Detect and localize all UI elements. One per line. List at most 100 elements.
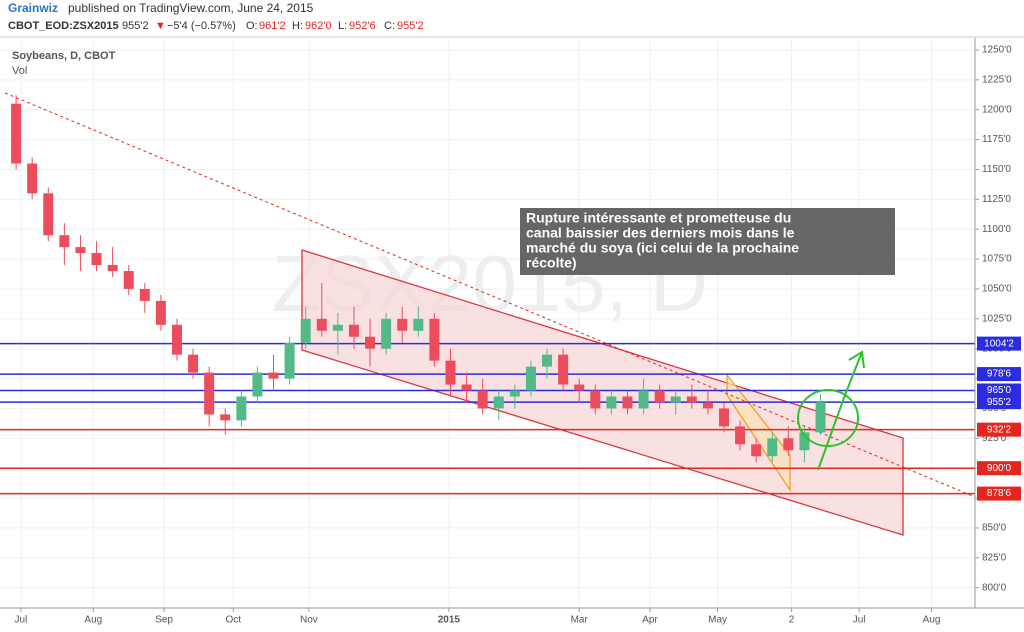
level-label: 878'6 xyxy=(987,488,1012,499)
level-tag xyxy=(977,367,1021,382)
annotation-line: canal baissier des derniers mois dans le xyxy=(526,225,795,241)
candle-body xyxy=(670,396,681,403)
open-label: O: xyxy=(246,20,258,32)
candle-body xyxy=(123,271,134,289)
open: 961'2 xyxy=(259,20,286,32)
candle-body xyxy=(59,235,70,248)
candle-body xyxy=(188,354,199,373)
y-tick-label: 850'0 xyxy=(982,523,1007,534)
symbol: CBOT_EOD:ZSX2015 xyxy=(8,20,119,32)
y-tick-label: 825'0 xyxy=(982,552,1007,563)
candle-body xyxy=(381,318,392,349)
level-label: 978'6 xyxy=(987,369,1012,380)
y-tick-label: 925'0 xyxy=(982,433,1007,444)
annotation-line: marché du soya (ici celui de la prochain… xyxy=(526,240,799,256)
candle-body xyxy=(268,372,279,379)
x-tick-label: 2 xyxy=(789,615,795,626)
price-axis xyxy=(975,38,1024,608)
x-tick-label: Jul xyxy=(853,615,866,626)
candle-body xyxy=(477,390,488,409)
level-label: 900'0 xyxy=(987,463,1012,474)
level-tag xyxy=(977,383,1021,398)
author[interactable]: Grainwiz xyxy=(8,1,58,15)
candle-body xyxy=(461,384,472,391)
published: published on TradingView.com, June 24, 2… xyxy=(68,1,314,15)
candle-body xyxy=(686,396,697,403)
y-tick-label: 1050'0 xyxy=(982,284,1012,295)
candle-body xyxy=(107,265,118,272)
level-tag xyxy=(977,486,1021,501)
low-label: L: xyxy=(338,20,347,32)
candle-body xyxy=(702,402,713,409)
y-tick-label: 1175'0 xyxy=(982,134,1011,145)
arrow: ▼ xyxy=(155,20,166,32)
trend-line xyxy=(4,92,976,498)
candle-body xyxy=(606,396,617,409)
candle-body xyxy=(236,396,247,421)
candle-body xyxy=(719,408,730,427)
candle-body xyxy=(783,438,794,451)
x-tick-label: Aug xyxy=(923,615,941,626)
high: 962'0 xyxy=(305,20,332,32)
high-label: H: xyxy=(292,20,303,32)
candle-body xyxy=(171,324,182,355)
candle-body xyxy=(590,390,601,409)
y-tick-label: 1225'0 xyxy=(982,74,1012,85)
last: 955'2 xyxy=(122,20,149,32)
candle-body xyxy=(11,103,22,164)
candle-body xyxy=(252,372,263,397)
y-tick-label: 1200'0 xyxy=(982,104,1012,115)
y-tick-label: 1150'0 xyxy=(982,164,1011,175)
x-tick-label: Nov xyxy=(300,615,318,626)
chart-title: Soybeans, D, CBOT xyxy=(12,50,116,62)
candle-body xyxy=(204,372,215,415)
axes: 800'0825'0850'0875'0900'0925'0950'0975'0… xyxy=(15,45,1021,626)
low: 952'6 xyxy=(349,20,376,32)
level-label: 932'2 xyxy=(987,424,1012,435)
change: −5'4 (−0.57%) xyxy=(167,20,236,32)
candle-body xyxy=(316,318,327,331)
level-tag xyxy=(977,395,1021,410)
level-label: 965'0 xyxy=(987,385,1012,396)
candle-body xyxy=(751,444,762,457)
candle-body xyxy=(139,288,150,301)
candle-body xyxy=(397,318,408,331)
candle-body xyxy=(735,426,746,445)
candle-body xyxy=(429,318,440,361)
x-tick-label: Mar xyxy=(571,615,589,626)
x-tick-label: Sep xyxy=(155,615,173,626)
candle-body xyxy=(799,432,810,451)
candle-body xyxy=(525,366,536,391)
candle-body xyxy=(413,318,424,331)
flag-channel xyxy=(726,373,791,493)
x-tick-label: Oct xyxy=(226,615,242,626)
candles xyxy=(11,95,826,463)
highlight-circle xyxy=(797,389,859,447)
y-tick-label: 800'0 xyxy=(982,582,1007,593)
x-tick-label: May xyxy=(708,615,727,626)
candle-body xyxy=(638,390,649,409)
level-tag xyxy=(977,336,1021,351)
y-tick-label: 1250'0 xyxy=(982,45,1012,56)
candle-body xyxy=(155,300,166,325)
candle-body xyxy=(43,193,54,236)
arrow-head xyxy=(848,350,865,369)
level-label: 1004'2 xyxy=(984,338,1014,349)
annotation-line: récolte) xyxy=(526,255,577,271)
x-tick-label: 2015 xyxy=(438,615,461,626)
symbol-line: CBOT_EOD:ZSX2015 955'2 ▼ −5'4 (−0.57%) O… xyxy=(8,20,424,32)
candle-body xyxy=(493,396,504,409)
x-tick-label: Apr xyxy=(642,615,658,626)
candle-body xyxy=(445,360,456,385)
y-tick-label: 1075'0 xyxy=(982,254,1012,265)
candle-body xyxy=(91,253,102,266)
candle-body xyxy=(348,324,359,337)
candle-body xyxy=(622,396,633,409)
channel xyxy=(301,249,904,536)
volume-label: Vol xyxy=(12,65,27,77)
level-tag xyxy=(977,422,1021,437)
candle-body xyxy=(509,390,520,397)
x-tick-label: Aug xyxy=(84,615,102,626)
annotation-box xyxy=(520,208,895,275)
